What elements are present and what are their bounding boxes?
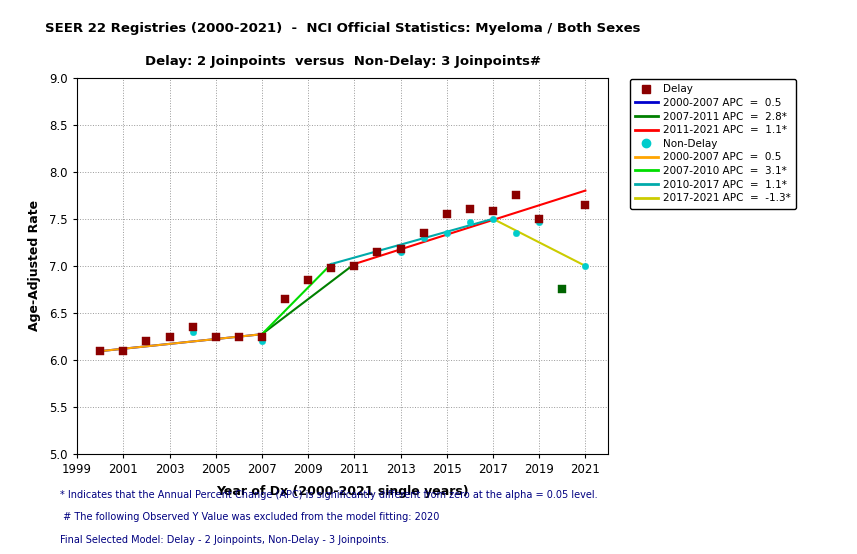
Point	[463, 217, 476, 226]
Point	[532, 214, 546, 223]
Point	[347, 261, 361, 270]
Point	[279, 295, 292, 304]
Point	[186, 327, 200, 336]
Point	[279, 295, 292, 304]
Point	[417, 228, 430, 237]
Point	[117, 346, 130, 355]
Point	[463, 205, 476, 214]
Text: Final Selected Model: Delay - 2 Joinpoints, Non-Delay - 3 Joinpoints.: Final Selected Model: Delay - 2 Joinpoin…	[60, 535, 389, 545]
Text: * Indicates that the Annual Percent Change (APC) is significantly different from: * Indicates that the Annual Percent Chan…	[60, 490, 597, 500]
Text: Delay: 2 Joinpoints  versus  Non-Delay: 3 Joinpoints#: Delay: 2 Joinpoints versus Non-Delay: 3 …	[145, 55, 541, 68]
Point	[163, 332, 177, 341]
Point	[325, 261, 339, 270]
Point	[93, 346, 107, 355]
Point	[347, 261, 361, 270]
Point	[302, 276, 315, 285]
Point	[325, 263, 339, 272]
Point	[532, 217, 546, 226]
Point	[163, 332, 177, 341]
Point	[302, 276, 315, 285]
Point	[255, 332, 269, 341]
Point	[486, 207, 500, 216]
Point	[555, 284, 569, 293]
Point	[209, 332, 223, 341]
Point	[140, 337, 153, 346]
Point	[255, 337, 269, 346]
Point	[509, 191, 523, 199]
Point	[232, 332, 246, 341]
Text: SEER 22 Registries (2000-2021)  -  NCI Official Statistics: Myeloma / Both Sexes: SEER 22 Registries (2000-2021) - NCI Off…	[45, 22, 640, 35]
Point	[140, 337, 153, 346]
Point	[393, 247, 407, 256]
Point	[370, 247, 384, 256]
Point	[393, 244, 407, 253]
Point	[117, 346, 130, 355]
Legend: Delay, 2000-2007 APC  =  0.5, 2007-2011 APC  =  2.8*, 2011-2021 APC  =  1.1*, No: Delay, 2000-2007 APC = 0.5, 2007-2011 AP…	[630, 79, 796, 209]
Y-axis label: Age-Adjusted Rate: Age-Adjusted Rate	[28, 201, 41, 331]
Point	[232, 332, 246, 341]
Point	[370, 247, 384, 256]
Point	[186, 322, 200, 331]
Text: # The following Observed Y Value was excluded from the model fitting: 2020: # The following Observed Y Value was exc…	[60, 512, 440, 522]
Point	[417, 233, 430, 242]
Point	[578, 261, 592, 270]
Point	[440, 228, 453, 237]
Point	[93, 346, 107, 355]
Point	[440, 209, 453, 218]
X-axis label: Year of Dx (2000-2021 single years): Year of Dx (2000-2021 single years)	[217, 485, 469, 497]
Point	[486, 214, 500, 223]
Point	[578, 200, 592, 209]
Point	[209, 332, 223, 341]
Point	[509, 228, 523, 237]
